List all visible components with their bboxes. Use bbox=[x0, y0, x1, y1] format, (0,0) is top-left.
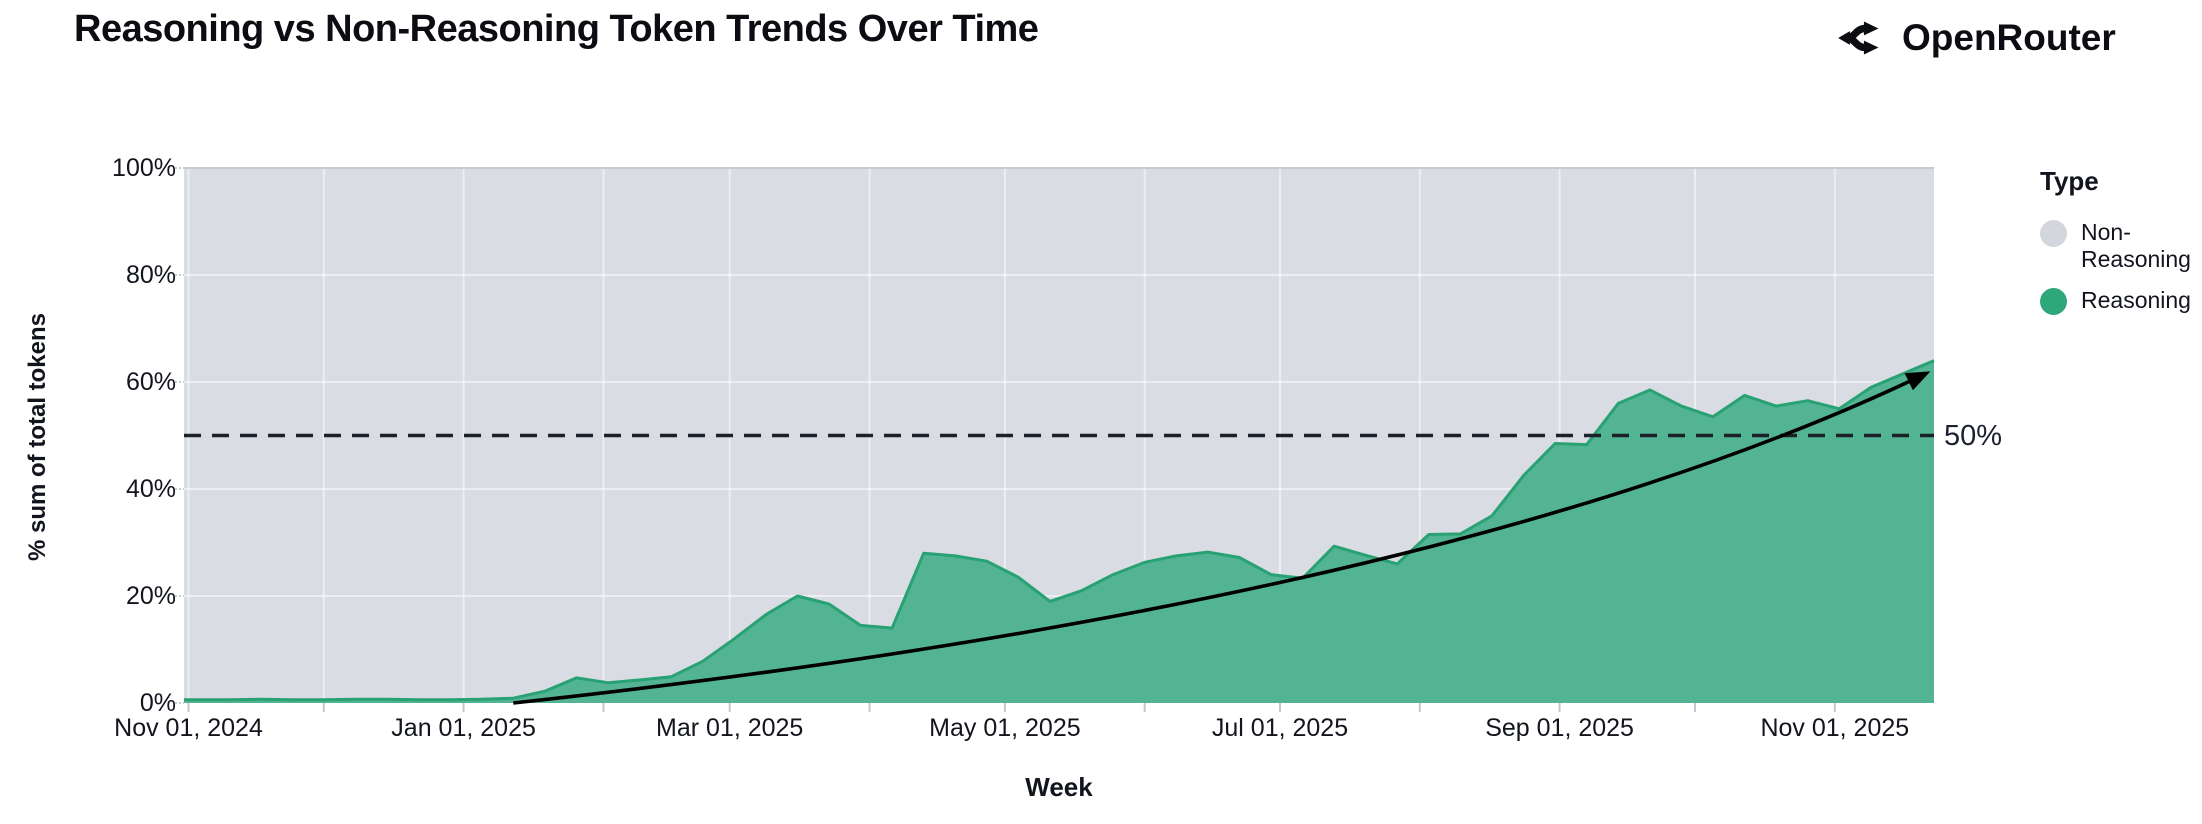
x-tick-label: Jul 01, 2025 bbox=[1211, 714, 1349, 742]
legend-item: Reasoning bbox=[2040, 287, 2200, 315]
y-tick-label: 100% bbox=[112, 154, 176, 182]
x-tick-label: Nov 01, 2025 bbox=[1760, 714, 1910, 742]
legend-item-label: Reasoning bbox=[2081, 287, 2191, 313]
legend-swatch-icon bbox=[2040, 220, 2067, 247]
openrouter-brand: OpenRouter bbox=[1836, 12, 2116, 64]
trend-arrow-line bbox=[513, 372, 1926, 705]
y-tick-label: 60% bbox=[125, 368, 176, 396]
x-axis-title: Week bbox=[1025, 772, 1093, 802]
legend-item-label: Non-Reasoning bbox=[2081, 219, 2191, 272]
openrouter-wordmark: OpenRouter bbox=[1902, 17, 2116, 58]
legend: Type Non-Reasoning Reasoning bbox=[2040, 166, 2200, 329]
chart-title: Reasoning vs Non-Reasoning Token Trends … bbox=[74, 8, 1039, 50]
reasoning-area-edge bbox=[184, 359, 1935, 702]
x-tick-label: May 01, 2025 bbox=[929, 714, 1081, 742]
y-tick-label: 20% bbox=[125, 582, 176, 610]
y-tick-label: 80% bbox=[125, 261, 176, 289]
y-tick-label: 0% bbox=[139, 689, 176, 717]
legend-item: Non-Reasoning bbox=[2040, 219, 2200, 273]
x-tick-label: Jan 01, 2025 bbox=[391, 714, 536, 742]
legend-items: Non-Reasoning Reasoning bbox=[2040, 219, 2200, 315]
ref-line-label: 50% bbox=[1944, 419, 2003, 452]
x-tick-label: Sep 01, 2025 bbox=[1485, 714, 1634, 742]
reasoning-area bbox=[184, 360, 1934, 703]
openrouter-logo-icon bbox=[1836, 12, 1888, 64]
y-tick-label: 40% bbox=[125, 475, 176, 503]
legend-swatch-icon bbox=[2040, 288, 2067, 315]
x-tick-label: Nov 01, 2024 bbox=[114, 714, 263, 742]
legend-title: Type bbox=[2040, 166, 2099, 196]
x-tick-label: Mar 01, 2025 bbox=[656, 714, 804, 742]
trend-arrowhead bbox=[1904, 371, 1931, 391]
